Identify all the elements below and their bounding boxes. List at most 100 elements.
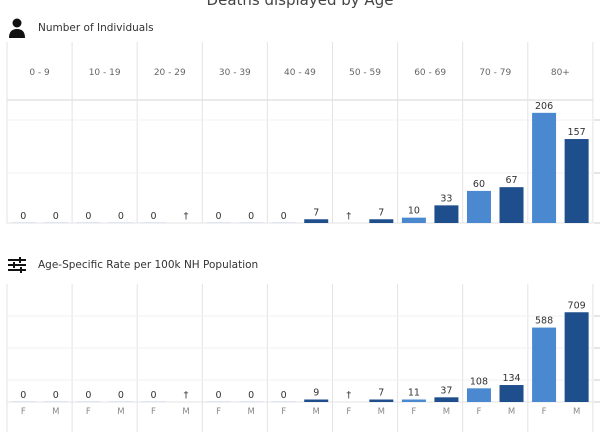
bar-F [401, 217, 426, 223]
data-label: 0 [150, 390, 156, 401]
sex-axis-label: M [182, 407, 189, 417]
data-label: 0 [85, 390, 91, 401]
sex-axis-label: M [508, 407, 515, 417]
bar-M [369, 219, 394, 223]
data-label: 0 [20, 211, 26, 222]
age-group-header: 30 - 39 [219, 68, 251, 78]
sex-axis-label: M [117, 407, 124, 417]
data-label: 134 [502, 373, 520, 384]
sex-axis-label: F [477, 407, 482, 417]
age-group-header: 0 - 9 [29, 68, 50, 78]
bar-M [304, 399, 329, 402]
chart-title: Age-Specific Rate per 100k NH Population [38, 259, 259, 271]
data-label: 67 [505, 175, 517, 186]
data-label: 0 [20, 390, 26, 401]
sex-axis-label: M [573, 407, 580, 417]
sex-axis-label: M [443, 407, 450, 417]
data-label: 7 [313, 207, 319, 218]
data-label: 33 [440, 193, 452, 204]
data-label: 0 [281, 211, 287, 222]
data-label: † [184, 390, 189, 401]
bar-F [76, 222, 101, 223]
sex-axis-label: M [52, 407, 59, 417]
bar-M [239, 401, 264, 402]
sex-axis-label: F [216, 407, 221, 417]
person-icon [9, 18, 25, 38]
individuals-chart: 0 - 9 10 - 19 20 - 29 30 - 39 40 - 49 50 - 59… [6, 42, 600, 224]
sex-axis-label: F [281, 407, 286, 417]
data-label: 0 [248, 390, 254, 401]
bar-F [141, 401, 166, 402]
bar-M [304, 219, 329, 223]
data-label: 7 [378, 388, 384, 399]
bar-M [108, 222, 133, 223]
data-label: 0 [281, 390, 287, 401]
sex-axis-label: M [378, 407, 385, 417]
bar-M [564, 139, 589, 223]
data-label: † [184, 211, 189, 222]
bar-F [466, 190, 491, 223]
data-label: 9 [313, 388, 319, 399]
chart-title: Number of Individuals [38, 22, 154, 34]
bar-F [271, 401, 296, 402]
data-label: 0 [150, 211, 156, 222]
data-label: 10 [408, 206, 420, 217]
data-label: 0 [118, 211, 124, 222]
section-header-rate: Age-Specific Rate per 100k NH Population [8, 257, 258, 273]
data-label: 11 [408, 388, 420, 399]
sex-axis-label: F [86, 407, 91, 417]
bar-M [434, 205, 459, 223]
bar-M [564, 312, 589, 402]
bar-F [401, 399, 426, 402]
sliders-icon [8, 257, 26, 273]
data-label: 157 [568, 127, 586, 138]
bar-M [43, 401, 68, 402]
bar-F [532, 327, 557, 402]
data-label: 0 [53, 390, 59, 401]
age-group-header: 70 - 79 [479, 68, 511, 78]
data-label: 60 [473, 179, 485, 190]
bar-F [11, 401, 36, 402]
data-label: 0 [216, 390, 222, 401]
age-group-header: 40 - 49 [284, 68, 316, 78]
data-label: 0 [216, 211, 222, 222]
bar-M [43, 222, 68, 223]
bar-F [532, 112, 557, 223]
data-label: 0 [248, 211, 254, 222]
bar-F [466, 388, 491, 402]
age-group-header: 60 - 69 [414, 68, 446, 78]
data-label: 108 [470, 376, 488, 387]
age-group-header: 50 - 59 [349, 68, 381, 78]
dashboard-title: Deaths displayed by Age [206, 0, 394, 9]
bar-F [271, 222, 296, 223]
sex-axis-label: F [542, 407, 547, 417]
age-group-header: 20 - 29 [154, 68, 186, 78]
sex-axis-label: M [313, 407, 320, 417]
bar-M [499, 187, 524, 223]
sex-axis-label: F [411, 407, 416, 417]
bar-M [369, 399, 394, 402]
bar-M [434, 397, 459, 402]
data-label: 588 [535, 316, 553, 327]
bar-M [499, 385, 524, 402]
data-label: 7 [378, 207, 384, 218]
data-label: 0 [53, 211, 59, 222]
sex-axis-label: F [346, 407, 351, 417]
data-label: 37 [440, 385, 452, 396]
sex-axis-label: F [21, 407, 26, 417]
age-group-header: 10 - 19 [89, 68, 121, 78]
data-label: † [346, 211, 351, 222]
data-label: 206 [535, 101, 553, 112]
age-group-header: 80+ [551, 68, 570, 78]
data-label: 0 [118, 390, 124, 401]
bar-M [108, 401, 133, 402]
bar-F [206, 401, 231, 402]
section-header-individuals: Number of Individuals [8, 18, 154, 38]
bar-M [239, 222, 264, 223]
bar-F [141, 222, 166, 223]
sex-axis-label: M [247, 407, 254, 417]
data-label: 709 [568, 300, 586, 311]
sex-axis-label: F [151, 407, 156, 417]
bar-F [206, 222, 231, 223]
data-label: † [346, 390, 351, 401]
